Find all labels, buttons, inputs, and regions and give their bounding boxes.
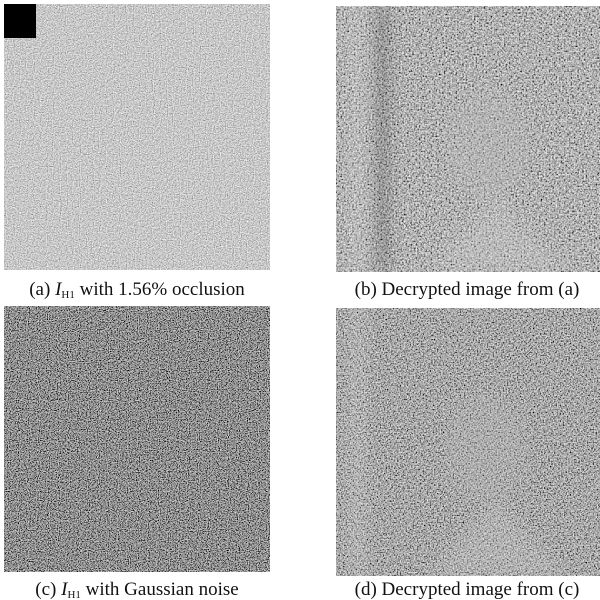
figure: (a) IH1 with 1.56% occlusion (b) Decrypt… bbox=[0, 0, 600, 600]
caption-label: (b) bbox=[355, 279, 377, 300]
image-c bbox=[4, 306, 270, 572]
caption-c: (c) IH1 with Gaussian noise bbox=[0, 579, 287, 600]
caption-label: (a) bbox=[29, 279, 50, 300]
caption-text: Decrypted image from (a) bbox=[382, 279, 580, 300]
image-a bbox=[4, 4, 270, 270]
caption-subscript: H1 bbox=[61, 289, 74, 301]
caption-a: (a) IH1 with 1.56% occlusion bbox=[0, 279, 287, 306]
caption-text: with 1.56% occlusion bbox=[80, 279, 245, 300]
caption-label: (d) bbox=[355, 579, 377, 600]
image-d bbox=[336, 308, 600, 576]
caption-d: (d) Decrypted image from (c) bbox=[317, 579, 600, 600]
caption-subscript: H1 bbox=[67, 589, 80, 600]
caption-text: Decrypted image from (c) bbox=[382, 579, 580, 600]
caption-b: (b) Decrypted image from (a) bbox=[317, 279, 600, 301]
caption-label: (c) bbox=[35, 579, 56, 600]
caption-text: with Gaussian noise bbox=[86, 579, 239, 600]
image-b bbox=[336, 6, 600, 272]
